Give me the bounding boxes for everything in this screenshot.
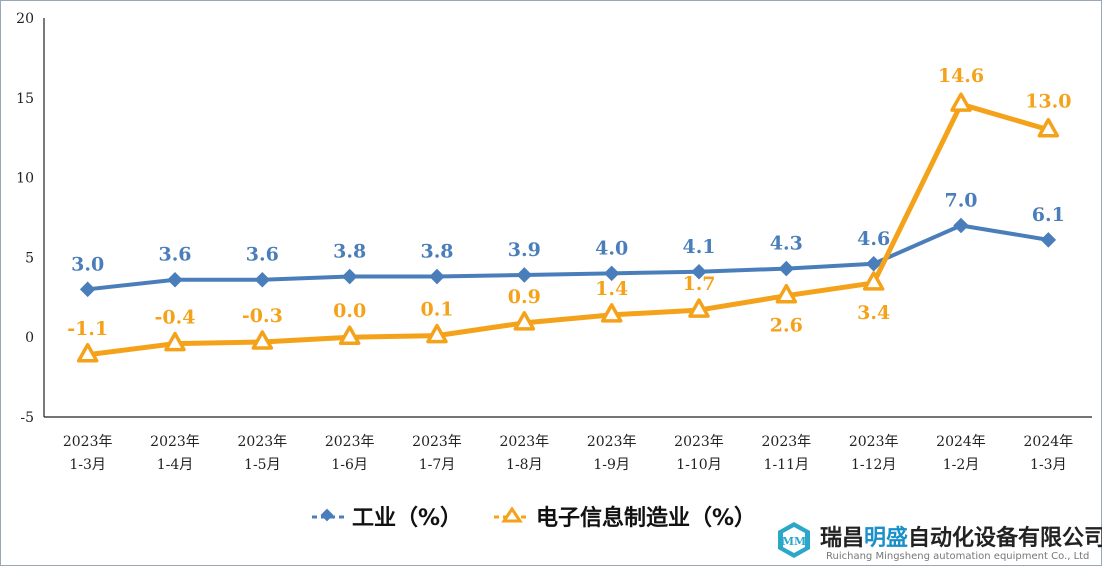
electronics-data-label: 13.0 [1025, 91, 1071, 113]
industry-point-marker [778, 260, 795, 277]
electronics-data-label: 0.0 [333, 300, 366, 322]
industry-series-line [87, 223, 1049, 292]
industry-data-label: 7.0 [944, 189, 977, 211]
industry-point-marker [429, 268, 445, 285]
y-tick-label: 0 [25, 330, 34, 346]
electronics-series-line [87, 101, 1050, 358]
electronics-data-label: -0.4 [155, 307, 196, 329]
y-tick-label: 10 [16, 171, 34, 187]
legend-label-electronics: 电子信息制造业（%） [536, 505, 756, 531]
x-tick-label-year: 2023年 [500, 434, 550, 450]
industry-data-label: 3.8 [333, 241, 366, 263]
x-tick-label-period: 1-4月 [157, 457, 194, 473]
x-tick-label-period: 1-2月 [943, 457, 980, 473]
x-tick-label-period: 1-3月 [69, 457, 106, 473]
y-axis-ticks: 20 15 10 5 0 -5 [16, 11, 34, 426]
industry-data-label: 3.9 [508, 239, 541, 261]
electronics-point-marker [513, 311, 536, 331]
watermark-company-name: 瑞昌明盛自动化设备有限公司 [820, 525, 1102, 551]
series-layer [76, 92, 1060, 363]
x-axis-ticks: 2023年 1-3月 2023年 1-4月 2023年 1-5月 2023年 1-6月 2023… [63, 434, 1073, 473]
legend-item-electronics: 电子信息制造业（%） [494, 505, 756, 531]
electronics-point-marker [600, 303, 623, 323]
mm-hexagon-logo-icon: MM [778, 522, 810, 558]
y-tick-label: 15 [16, 91, 34, 107]
electronics-point-marker [338, 325, 361, 345]
electronics-data-label: 14.6 [938, 65, 984, 87]
electronics-point-marker [775, 283, 798, 304]
industry-point-marker [167, 271, 183, 288]
x-tick-label-period: 1-9月 [593, 457, 630, 473]
industry-data-label: 4.6 [857, 228, 890, 250]
x-tick-label-year: 2023年 [325, 434, 375, 450]
x-tick-label-year: 2023年 [587, 434, 637, 450]
x-tick-label-period: 1-10月 [676, 457, 721, 473]
x-tick-label-year: 2023年 [674, 434, 724, 450]
industry-point-marker [953, 217, 969, 234]
x-tick-label-year: 2023年 [412, 434, 462, 450]
axes [43, 18, 1092, 418]
x-tick-label-period: 1-5月 [244, 457, 281, 473]
industry-data-label: 4.0 [595, 237, 628, 259]
industry-data-label: 3.0 [71, 253, 104, 275]
y-tick-label: -5 [20, 410, 34, 426]
industry-data-label: 3.6 [158, 244, 191, 266]
watermark-company-english: Ruichang Mingsheng automation equipment … [826, 551, 1089, 562]
x-tick-label-year: 2023年 [150, 434, 200, 450]
industry-data-label: 3.6 [246, 244, 279, 266]
legend: 工业（%） 电子信息制造业（%） [312, 505, 756, 531]
electronics-data-label: -1.1 [67, 318, 108, 340]
x-tick-label-year: 2024年 [936, 434, 986, 450]
svg-text:MM: MM [782, 535, 806, 548]
electronics-point-marker [1037, 117, 1060, 138]
industry-point-marker [254, 271, 271, 288]
watermark: MM 瑞昌明盛自动化设备有限公司 Ruichang Mingsheng auto… [778, 522, 1102, 562]
electronics-data-label: 0.1 [420, 299, 453, 321]
legend-diamond-marker-icon [320, 508, 334, 522]
legend-triangle-marker-icon [501, 506, 523, 523]
electronics-point-marker [688, 298, 710, 318]
legend-label-industry: 工业（%） [352, 506, 462, 531]
electronics-point-marker [76, 343, 99, 363]
y-tick-label: 5 [25, 250, 34, 266]
x-tick-label-period: 1-8月 [506, 457, 543, 473]
x-tick-label-year: 2024年 [1024, 434, 1074, 450]
industry-data-label: 3.8 [420, 241, 453, 263]
industry-point-marker [1040, 232, 1057, 248]
industry-point-marker [79, 281, 96, 298]
electronics-point-marker [862, 271, 885, 291]
x-tick-label-period: 1-12月 [851, 457, 896, 473]
x-tick-label-year: 2023年 [238, 434, 288, 450]
x-tick-label-period: 1-11月 [764, 457, 809, 473]
industry-point-marker [341, 268, 358, 285]
electronics-data-label: 3.4 [857, 302, 890, 324]
electronics-point-marker [426, 323, 448, 344]
data-labels: 3.0 3.6 3.6 3.8 3.8 3.9 4.0 4.1 4.3 4.6 7.0 6.1 -1.1… [67, 65, 1071, 340]
electronics-data-label: -0.3 [242, 305, 283, 327]
electronics-point-marker [950, 92, 972, 112]
x-tick-label-year: 2023年 [762, 434, 812, 450]
x-tick-label-period: 1-6月 [331, 457, 368, 473]
electronics-point-marker [164, 331, 186, 352]
y-tick-label: 20 [16, 11, 34, 27]
industry-data-label: 4.3 [770, 233, 803, 255]
x-tick-label-period: 1-3月 [1030, 457, 1067, 473]
electronics-point-marker [251, 330, 274, 350]
electronics-data-label: 1.4 [595, 278, 628, 300]
x-tick-label-year: 2023年 [63, 434, 113, 450]
industry-data-label: 6.1 [1032, 204, 1065, 226]
x-tick-label-period: 1-7月 [419, 457, 456, 473]
legend-item-industry: 工业（%） [312, 506, 462, 531]
industry-data-label: 4.1 [682, 236, 715, 258]
industry-point-marker [516, 267, 533, 283]
electronics-data-label: 1.7 [682, 273, 715, 295]
x-tick-label-year: 2023年 [849, 434, 899, 450]
electronics-data-label: 0.9 [508, 286, 541, 308]
electronics-data-label: 2.6 [770, 315, 803, 337]
